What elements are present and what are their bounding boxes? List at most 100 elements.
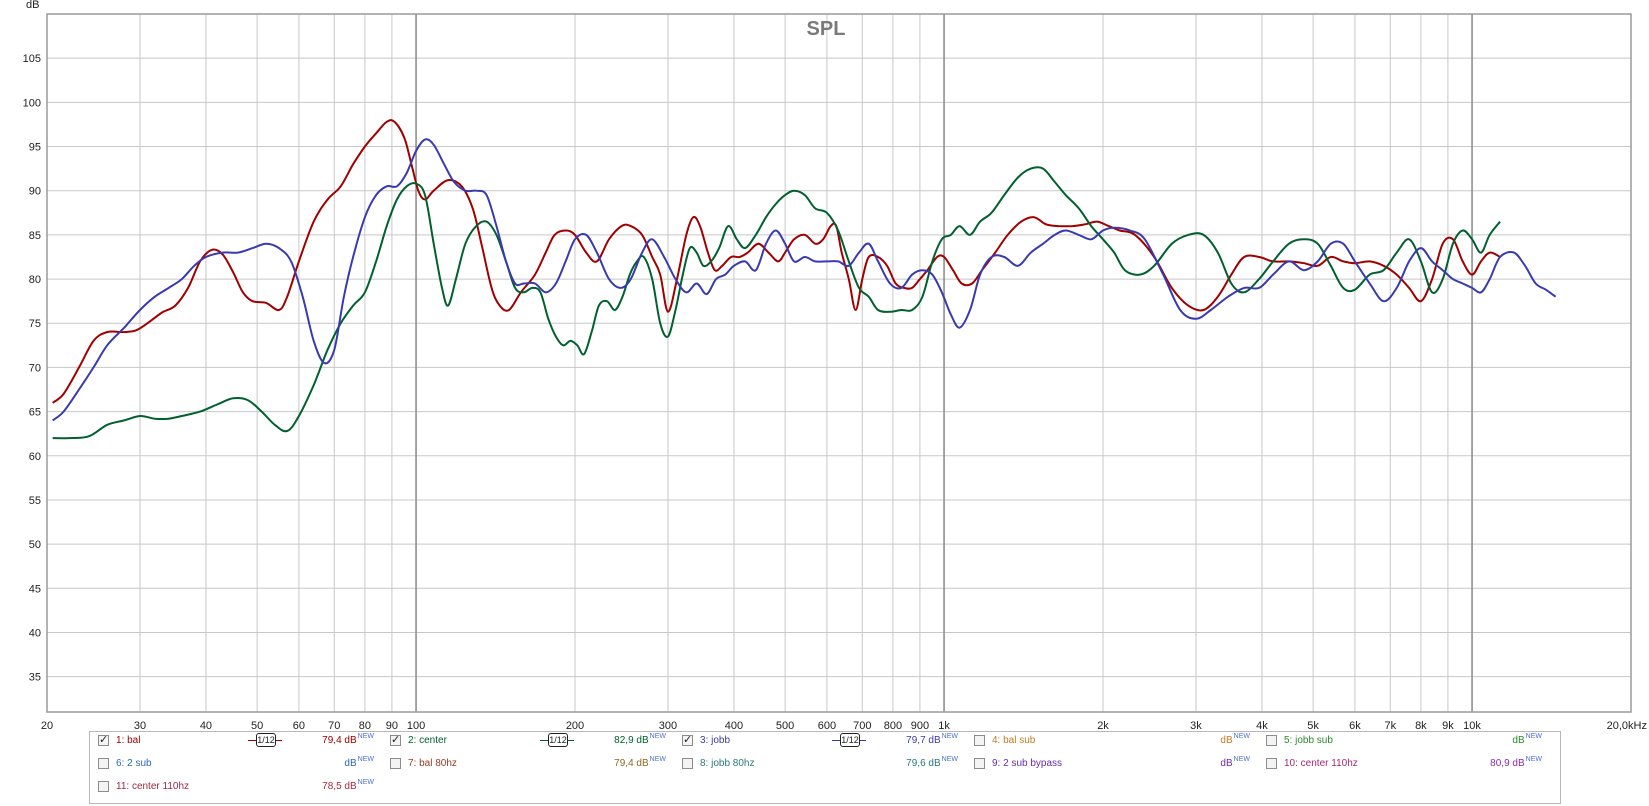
legend-value: dBNEW bbox=[1220, 756, 1250, 769]
x-tick-label: 100 bbox=[407, 720, 425, 731]
x-tick-label: 40 bbox=[200, 720, 212, 731]
new-badge: NEW bbox=[649, 733, 666, 740]
plot-grid bbox=[46, 13, 1632, 713]
series-layer bbox=[52, 119, 1557, 440]
new-badge: NEW bbox=[357, 756, 374, 763]
smoothing-label: 1/12 bbox=[256, 733, 276, 747]
legend-checkbox-2[interactable]: ✓ bbox=[390, 734, 401, 746]
series-line-3 bbox=[52, 138, 1557, 422]
x-tick-label: 900 bbox=[911, 720, 929, 731]
legend-value: 79,4 dBNEW bbox=[614, 756, 666, 769]
legend-value-text: 79,4 dB bbox=[614, 758, 649, 769]
y-tick-label: 90 bbox=[29, 186, 41, 198]
legend-item-5: 5: jobb sub dBNEW bbox=[1266, 732, 1542, 752]
x-tick-label: 10k bbox=[1463, 720, 1481, 731]
x-tick-label: 50 bbox=[251, 720, 263, 731]
legend-item-8: 8: jobb 80hz 79,6 dBNEW bbox=[682, 755, 958, 775]
x-tick-label: 4k bbox=[1256, 720, 1268, 731]
x-tick-label: 1k bbox=[938, 720, 950, 731]
legend-checkbox-4[interactable] bbox=[974, 735, 985, 746]
legend-value-text: 79,7 dB bbox=[906, 735, 941, 746]
legend-value: 82,9 dBNEW bbox=[614, 733, 666, 746]
legend-checkbox-7[interactable] bbox=[390, 758, 401, 769]
new-badge: NEW bbox=[649, 756, 666, 763]
x-tick-label: 800 bbox=[884, 720, 902, 731]
x-tick-label: 500 bbox=[776, 720, 794, 731]
x-tick-label: 90 bbox=[386, 720, 398, 731]
x-tick-label: 600 bbox=[818, 720, 836, 731]
x-tick-label: 6k bbox=[1349, 720, 1361, 731]
smoothing-button[interactable]: 1/12 bbox=[540, 732, 574, 748]
x-tick-label: 7k bbox=[1384, 720, 1396, 731]
y-tick-labels: 35 40 45 50 55 60 65 70 75 80 85 90 95 100 105 bbox=[23, 53, 41, 683]
new-badge: NEW bbox=[357, 733, 374, 740]
y-tick-label: 85 bbox=[29, 230, 41, 242]
smoothing-label: 1/12 bbox=[548, 733, 568, 747]
x-tick-label: 9k bbox=[1442, 720, 1454, 731]
legend-value-text: 79,4 dB bbox=[322, 735, 357, 746]
x-tick-labels: 20 30 40 50 60 70 80 90 100 200 300 400 500 600 700 800… bbox=[41, 720, 1647, 731]
series-line-1 bbox=[52, 119, 1501, 404]
legend-checkbox-3[interactable]: ✓ bbox=[682, 734, 693, 746]
legend-checkbox-9[interactable] bbox=[974, 758, 985, 769]
legend-item-2: ✓ 2: center 1/12 82,9 dBNEW bbox=[390, 732, 666, 752]
legend-value: 80,9 dBNEW bbox=[1490, 756, 1542, 769]
legend-value-text: dB bbox=[1220, 758, 1233, 769]
legend-checkbox-11[interactable] bbox=[98, 781, 109, 792]
legend-value: 79,7 dBNEW bbox=[906, 733, 958, 746]
legend-item-1: ✓ 1: bal 1/12 79,4 dBNEW bbox=[98, 732, 374, 752]
series-line-2 bbox=[52, 166, 1501, 440]
legend-value: dBNEW bbox=[1220, 733, 1250, 746]
new-badge: NEW bbox=[1525, 756, 1542, 763]
legend-item-4: 4: bal sub dBNEW bbox=[974, 732, 1250, 752]
legend-label: 10: center 110hz bbox=[1284, 758, 1358, 769]
legend-label: 5: jobb sub bbox=[1284, 735, 1333, 746]
new-badge: NEW bbox=[357, 779, 374, 786]
legend-label: 11: center 110hz bbox=[116, 781, 190, 792]
legend-label: 1: bal bbox=[116, 735, 141, 746]
legend-value-text: 80,9 dB bbox=[1490, 758, 1525, 769]
x-tick-label: 60 bbox=[293, 720, 305, 731]
y-tick-label: 45 bbox=[29, 583, 41, 595]
x-tick-label: 700 bbox=[853, 720, 871, 731]
legend-item-10: 10: center 110hz 80,9 dBNEW bbox=[1266, 755, 1542, 775]
legend-value: 79,6 dBNEW bbox=[906, 756, 958, 769]
smoothing-button[interactable]: 1/12 bbox=[248, 732, 282, 748]
y-tick-label: 55 bbox=[29, 495, 41, 507]
legend-checkbox-8[interactable] bbox=[682, 758, 693, 769]
legend-item-6: 6: 2 sub dBNEW bbox=[98, 755, 374, 775]
new-badge: NEW bbox=[1525, 733, 1542, 740]
legend-item-3: ✓ 3: jobb 1/12 79,7 dBNEW bbox=[682, 732, 958, 752]
x-tick-label: 3k bbox=[1190, 720, 1202, 731]
smoothing-button[interactable]: 1/12 bbox=[832, 732, 866, 748]
x-tick-label: 30 bbox=[134, 720, 146, 731]
legend-checkbox-1[interactable]: ✓ bbox=[98, 734, 109, 746]
x-tick-label: 2k bbox=[1097, 720, 1109, 731]
y-tick-label: 65 bbox=[29, 407, 41, 419]
y-tick-label: 40 bbox=[29, 627, 41, 639]
legend-label: 7: bal 80hz bbox=[408, 758, 457, 769]
new-badge: NEW bbox=[1233, 756, 1250, 763]
legend-value: dBNEW bbox=[1512, 733, 1542, 746]
legend-label: 3: jobb bbox=[700, 735, 731, 746]
legend-checkbox-5[interactable] bbox=[1266, 735, 1277, 746]
legend-value: 78,5 dBNEW bbox=[322, 779, 374, 792]
legend-value-text: dB bbox=[1512, 735, 1525, 746]
y-tick-label: 75 bbox=[29, 318, 41, 330]
new-badge: NEW bbox=[941, 733, 958, 740]
y-tick-label: 70 bbox=[29, 362, 41, 374]
y-tick-label: 50 bbox=[29, 539, 41, 551]
plot-frame bbox=[46, 13, 1632, 713]
legend-checkbox-10[interactable] bbox=[1266, 758, 1277, 769]
x-tick-label: 80 bbox=[359, 720, 371, 731]
spl-chart: SPL dB 35404550556065707580859095100105 … bbox=[23, 0, 1647, 731]
legend-value-text: dB bbox=[1220, 735, 1233, 746]
y-tick-label: 35 bbox=[29, 672, 41, 684]
legend-value-text: 78,5 dB bbox=[322, 781, 357, 792]
y-axis-label: dB bbox=[26, 0, 39, 11]
new-badge: NEW bbox=[941, 756, 958, 763]
legend-checkbox-6[interactable] bbox=[98, 758, 109, 769]
legend-label: 4: bal sub bbox=[992, 735, 1036, 746]
x-tick-label: 70 bbox=[328, 720, 340, 731]
new-badge: NEW bbox=[1233, 733, 1250, 740]
